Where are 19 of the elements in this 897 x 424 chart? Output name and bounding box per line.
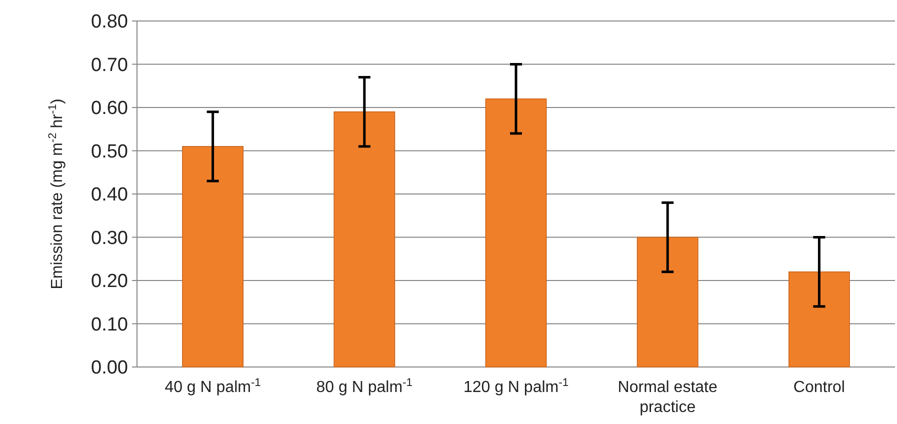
bar (788, 271, 850, 368)
y-tick-label: 0.00 (91, 358, 128, 379)
bar (334, 111, 396, 368)
y-tick-label: 0.50 (91, 141, 128, 162)
bar (636, 236, 698, 368)
x-tick-label: 120 g N palm$^{-1}$ (463, 377, 569, 396)
bar (182, 146, 244, 368)
y-tick-label: 0.80 (91, 12, 128, 33)
y-tick-label: 0.60 (91, 98, 128, 120)
y-tick-label: 0.20 (91, 271, 128, 292)
y-tick-label: 0.40 (91, 184, 128, 206)
x-tick-label: Control (793, 379, 845, 396)
y-tick-label: 0.10 (91, 314, 128, 336)
x-tick-label: 40 g N palm$^{-1}$ (164, 377, 261, 396)
bar (485, 98, 547, 368)
x-tick-label: Normal estate practice (618, 379, 718, 416)
y-tick-label: 0.30 (91, 228, 128, 249)
y-tick-label: 0.70 (91, 54, 128, 76)
x-tick-label: 80 g N palm$^{-1}$ (316, 377, 413, 396)
